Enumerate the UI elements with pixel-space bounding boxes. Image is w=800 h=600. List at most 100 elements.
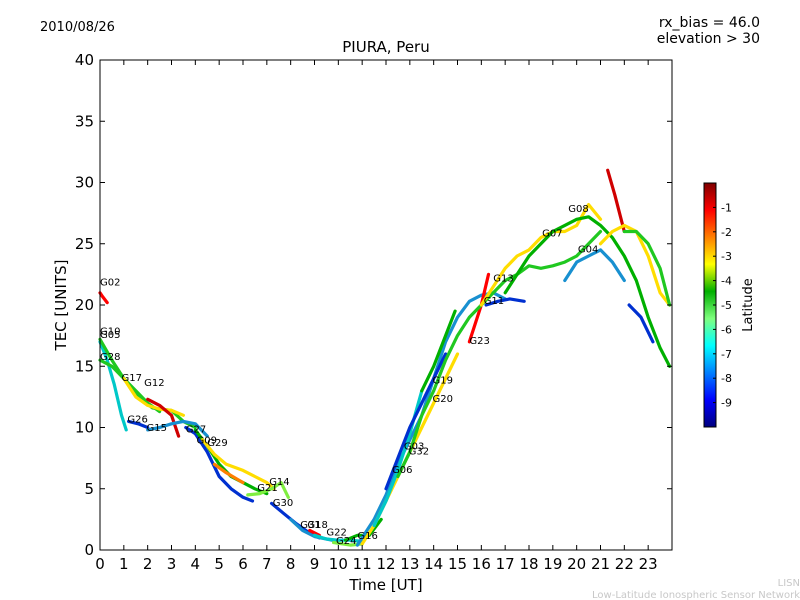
x-axis: 0 1 2 3 4 5 6 7 8 9 10 11 12 13 14 15 16 17 18 19 20 21 22 23 [95, 60, 658, 573]
satellite-label-g27: G27 [186, 424, 206, 435]
satellite-label-g11: G11 [484, 296, 504, 307]
x-tick-label: 9 [310, 555, 320, 573]
y-tick-label: 30 [75, 174, 94, 192]
y-tick-label: 25 [75, 235, 94, 253]
colorbar-tick-label: -8 [721, 372, 732, 385]
series-line-g27 [184, 425, 255, 503]
satellite-label-g07: G07 [542, 228, 562, 239]
x-tick-label: 10 [329, 555, 348, 573]
x-tick-label: 5 [214, 555, 224, 573]
series-line-g21 [212, 462, 245, 485]
y-tick-label: 5 [84, 480, 94, 498]
x-tick-label: 20 [567, 555, 586, 573]
footer-lisn: LISN [778, 578, 800, 589]
satellite-label-g15: G15 [147, 423, 167, 434]
y-axis-label: TEC [UNITS] [52, 260, 70, 352]
colorbar-tick-label: -7 [721, 348, 732, 361]
satellite-label-g32: G32 [409, 446, 429, 457]
x-axis-label: Time [UT] [348, 576, 422, 594]
satellite-label-g22: G22 [326, 527, 346, 538]
series-line-g02 [98, 291, 109, 305]
colorbar-label: Latitude [741, 278, 756, 332]
series-line-g17 [122, 376, 185, 417]
series-line-g33 [627, 303, 655, 344]
series-line-g00 [622, 229, 672, 307]
x-tick-label: 12 [376, 555, 395, 573]
x-tick-label: 18 [519, 555, 538, 573]
x-tick-label: 8 [286, 555, 296, 573]
plot-marks [98, 168, 672, 547]
satellite-label-g08: G08 [568, 204, 588, 215]
x-tick-label: 21 [591, 555, 610, 573]
colorbar-ticks: -1 -2 -3 -4 -5 -6 -7 -8 -9 [713, 201, 732, 410]
satellite-label-g28: G28 [100, 352, 120, 363]
series-line-g15 [146, 419, 209, 438]
series-line-g04 [563, 248, 626, 283]
y-axis: 0 5 10 15 20 25 30 35 40 [75, 51, 672, 559]
series-line-g01 [606, 168, 626, 234]
satellite-label-g04: G04 [578, 244, 598, 255]
series-line-g29 [200, 438, 276, 491]
satellite-label-g19: G19 [433, 375, 453, 386]
colorbar-tick-label: -3 [721, 250, 732, 263]
series-line-g12 [146, 397, 181, 438]
x-tick-label: 1 [119, 555, 129, 573]
satellite-label-g03: G03 [404, 442, 424, 453]
colorbar-tick-label: -4 [721, 275, 732, 288]
colorbar-tick-label: -6 [721, 323, 732, 336]
series-line-g06 [355, 291, 507, 547]
satellite-label-g23: G23 [469, 336, 489, 347]
rx-bias-text: rx_bias = 46.0 [659, 15, 760, 31]
date-text: 2010/08/26 [40, 20, 115, 35]
plot-frame [99, 59, 673, 551]
satellite-label-g13: G13 [493, 274, 513, 285]
x-tick-label: 2 [143, 555, 153, 573]
y-tick-label: 20 [75, 296, 94, 314]
satellite-label-g14: G14 [269, 477, 289, 488]
x-tick-label: 3 [167, 555, 177, 573]
x-tick-label: 15 [448, 555, 467, 573]
satellite-label-g12: G12 [144, 378, 164, 389]
satellite-label-g16: G16 [357, 531, 377, 542]
satellite-label-g17: G17 [122, 373, 142, 384]
x-tick-label: 16 [472, 555, 491, 573]
x-tick-label: 11 [353, 555, 372, 573]
series-line-g13 [396, 229, 603, 479]
series-line-g18 [308, 528, 321, 537]
y-tick-label: 15 [75, 357, 94, 375]
x-tick-label: 7 [262, 555, 272, 573]
elevation-text: elevation > 30 [657, 31, 760, 47]
colorbar-tick-label: -5 [721, 299, 732, 312]
x-tick-label: 23 [639, 555, 658, 573]
satellite-label-g05: G05 [100, 330, 120, 341]
x-tick-label: 19 [543, 555, 562, 573]
satellite-label-g24: G24 [336, 536, 356, 547]
satellite-label-g18: G18 [307, 520, 327, 531]
satellite-label-g09: G09 [197, 435, 217, 446]
series-line-g14 [246, 481, 290, 499]
series-line-g19 [420, 309, 457, 393]
chart-title: PIURA, Peru [342, 38, 429, 56]
x-tick-label: 6 [238, 555, 248, 573]
x-tick-label: 22 [615, 555, 634, 573]
y-tick-label: 40 [75, 51, 94, 69]
satellite-label-g02: G02 [100, 277, 120, 288]
series-line-g20 [384, 352, 448, 491]
satellite-label-g10: G10 [100, 326, 120, 337]
x-tick-label: 4 [191, 555, 201, 573]
satellite-label-g20: G20 [433, 394, 453, 405]
satellite-label-g21: G21 [257, 483, 277, 494]
series-line-g11 [484, 297, 526, 307]
satellite-label-g31: G31 [300, 520, 320, 531]
y-tick-label: 0 [84, 541, 94, 559]
x-tick-label: 0 [95, 555, 105, 573]
series-line-g08 [503, 215, 672, 368]
y-tick-label: 10 [75, 419, 94, 437]
colorbar-tick-label: -1 [721, 201, 732, 214]
colorbar-tick-label: -2 [721, 226, 732, 239]
satellite-label-g30: G30 [273, 498, 293, 509]
series-line-g05 [98, 340, 128, 432]
satellite-label-g29: G29 [207, 438, 227, 449]
colorbar-tick-label: -9 [721, 397, 732, 410]
